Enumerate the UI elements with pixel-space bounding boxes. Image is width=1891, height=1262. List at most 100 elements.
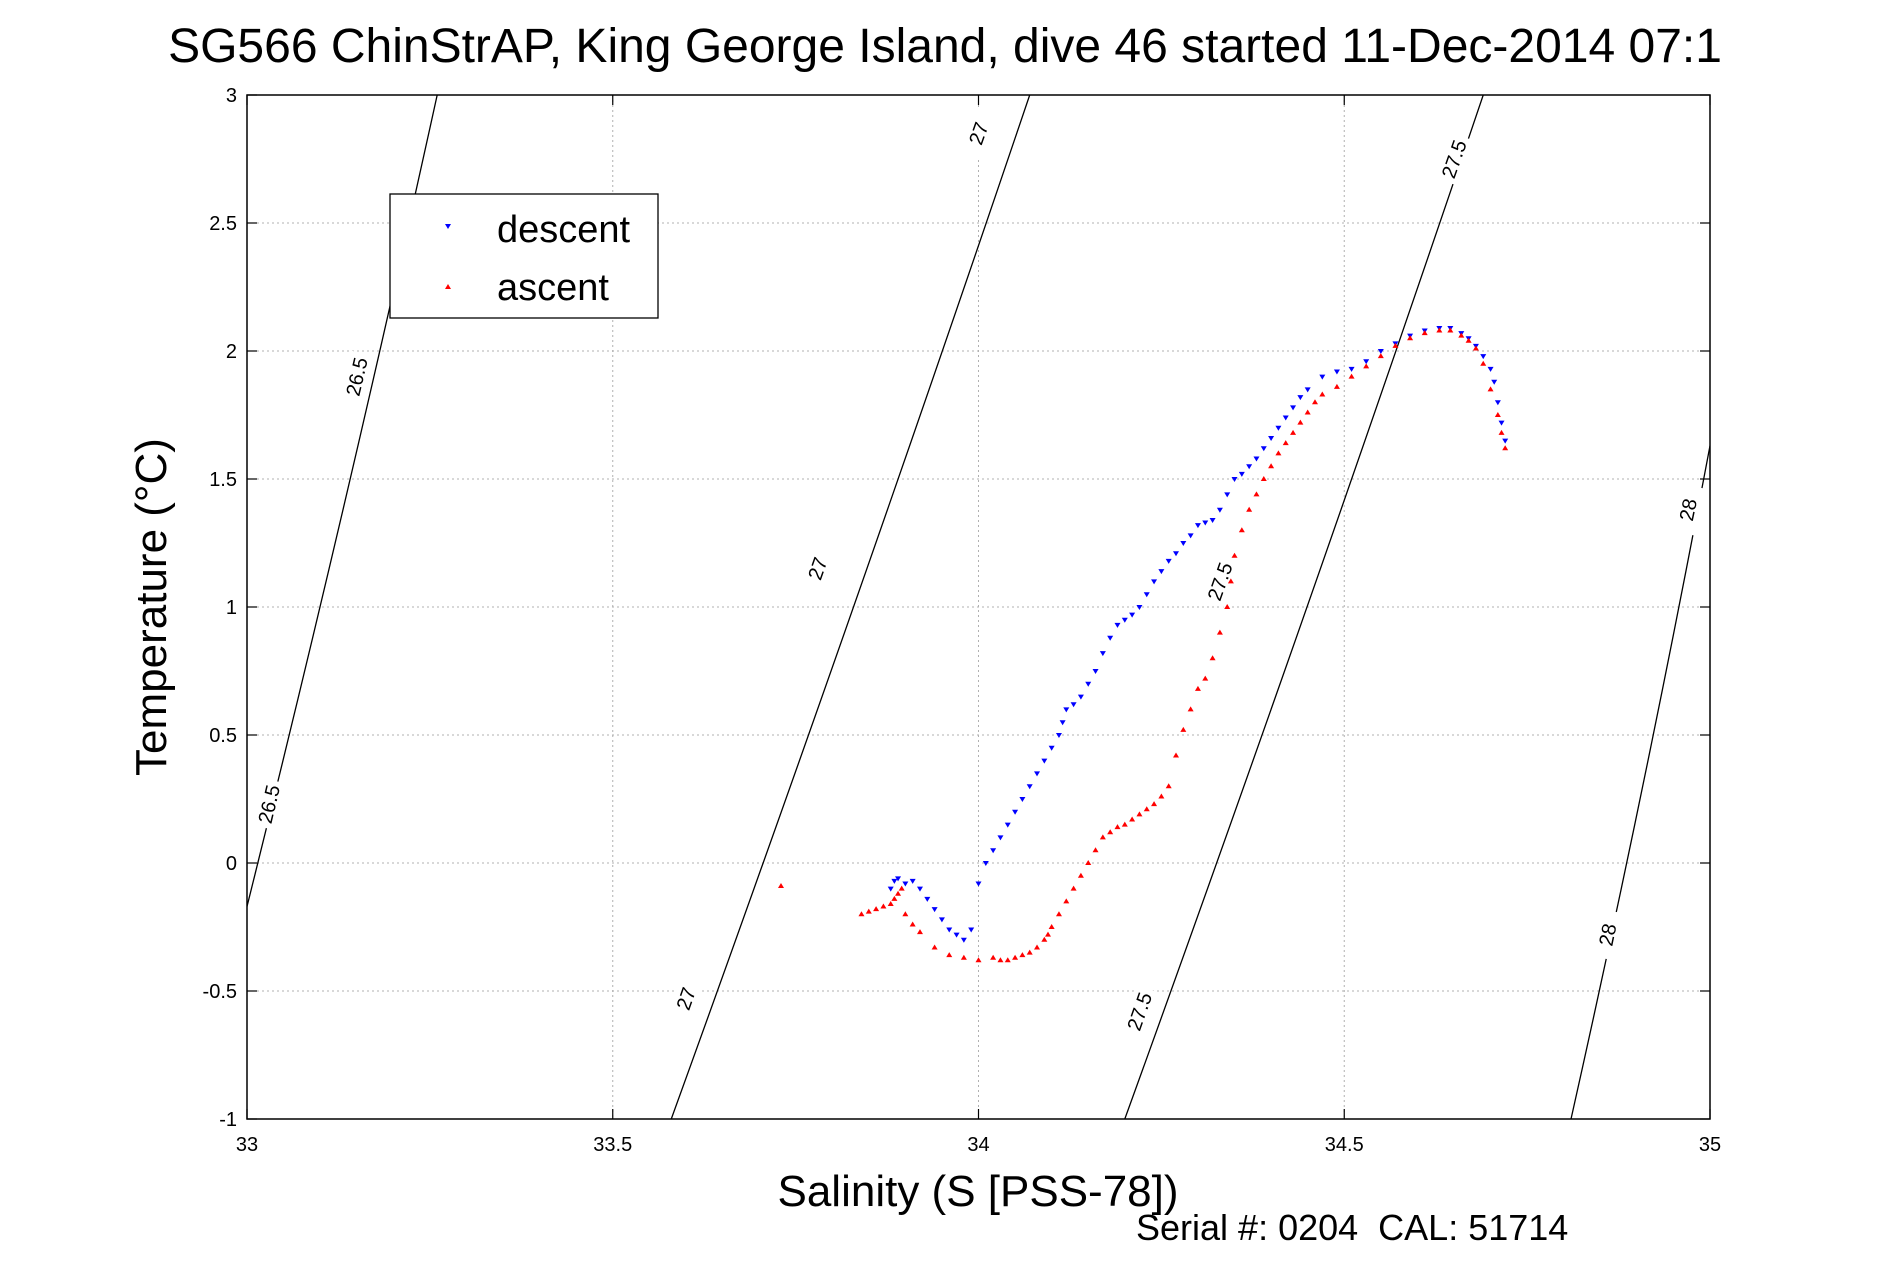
ascent-point bbox=[1129, 816, 1136, 822]
ascent-point bbox=[1034, 944, 1041, 950]
ascent-point bbox=[1311, 399, 1318, 405]
contour-line-28 bbox=[1570, 445, 1710, 1119]
legend: descent ascent bbox=[389, 193, 659, 319]
descent-point bbox=[924, 896, 931, 902]
descent-point bbox=[1151, 579, 1158, 585]
contour-line-27 bbox=[670, 95, 1031, 1119]
contour-label-bg bbox=[1590, 908, 1625, 961]
ascent-point bbox=[1290, 429, 1297, 435]
ascent-point bbox=[975, 957, 982, 963]
x-tick-label: 35 bbox=[1699, 1134, 1721, 1156]
ascent-point bbox=[1392, 342, 1399, 348]
contour-label-bg bbox=[798, 541, 837, 596]
ascent-point bbox=[1041, 936, 1048, 942]
ascent-point bbox=[1107, 829, 1114, 835]
ascent-point bbox=[1407, 335, 1414, 341]
ascent-point bbox=[1231, 552, 1238, 558]
descent-point bbox=[1487, 366, 1494, 372]
descent-point bbox=[1268, 436, 1275, 442]
descent-point bbox=[1202, 520, 1209, 526]
descent-point bbox=[1304, 387, 1311, 393]
descent-point bbox=[1231, 477, 1238, 482]
y-tick-label: 0 bbox=[226, 853, 237, 875]
descent-point bbox=[938, 917, 945, 923]
descent-point bbox=[887, 886, 894, 892]
contour-label-bg bbox=[251, 778, 287, 831]
ascent-point bbox=[931, 944, 938, 950]
y-tick-label: -1 bbox=[219, 1109, 237, 1131]
ascent-point bbox=[1348, 373, 1355, 379]
descent-point bbox=[1136, 605, 1143, 610]
descent-point bbox=[1121, 617, 1128, 623]
ascent-point bbox=[997, 957, 1004, 963]
descent-point bbox=[1491, 379, 1498, 385]
descent-point bbox=[1363, 359, 1370, 365]
ascent-point bbox=[1151, 801, 1158, 807]
ascent-point bbox=[1026, 949, 1033, 955]
ascent-point bbox=[990, 954, 997, 960]
descent-point bbox=[1333, 369, 1340, 375]
descent-point bbox=[1194, 523, 1201, 529]
descent-point bbox=[1238, 471, 1245, 477]
descent-point bbox=[1216, 507, 1223, 513]
ascent-point bbox=[1136, 811, 1143, 817]
x-tick-label: 33.5 bbox=[593, 1134, 632, 1156]
descent-point bbox=[1290, 405, 1297, 411]
legend-ascent-label: ascent bbox=[497, 267, 609, 309]
contour-label-bg bbox=[959, 106, 998, 161]
descent-point bbox=[1246, 464, 1253, 470]
ascent-point bbox=[891, 895, 898, 901]
descent-point bbox=[1260, 446, 1267, 452]
ascent-point bbox=[865, 908, 872, 914]
descent-point bbox=[1114, 622, 1121, 628]
ascent-point bbox=[1260, 476, 1267, 481]
ascent-point bbox=[1458, 332, 1465, 338]
chart-title: SG566 ChinStrAP, King George Island, div… bbox=[168, 20, 1722, 73]
descent-point bbox=[1004, 822, 1011, 828]
ascent-point bbox=[1085, 860, 1092, 865]
descent-point bbox=[891, 878, 898, 884]
footer-serial-cal: Serial #: 0204 CAL: 51714 bbox=[1136, 1207, 1568, 1248]
ascent-point bbox=[1209, 655, 1216, 661]
ascent-point bbox=[1498, 429, 1505, 435]
ascent-point bbox=[902, 911, 909, 917]
descent-point bbox=[960, 937, 967, 943]
descent-point bbox=[1173, 551, 1180, 557]
legend-box bbox=[389, 193, 659, 319]
y-tick-label: 2 bbox=[226, 341, 237, 363]
ascent-point bbox=[1465, 337, 1472, 343]
ascent-point bbox=[1333, 383, 1340, 389]
descent-point bbox=[895, 876, 902, 882]
descent-point bbox=[982, 861, 989, 866]
ascent-point bbox=[1487, 386, 1494, 392]
ascent-point bbox=[909, 921, 916, 927]
legend-descent-marker bbox=[445, 224, 451, 229]
descent-point bbox=[975, 881, 982, 887]
ascent-point bbox=[1121, 821, 1128, 827]
descent-point bbox=[1209, 517, 1216, 523]
ascent-point bbox=[1012, 954, 1019, 960]
descent-point bbox=[1129, 612, 1136, 618]
descent-point bbox=[1143, 592, 1150, 598]
descent-point bbox=[902, 881, 909, 887]
descent-point bbox=[1107, 635, 1114, 641]
contour-label-bg bbox=[666, 972, 706, 1026]
descent-point bbox=[1077, 694, 1084, 700]
ascent-point bbox=[1092, 847, 1099, 853]
descent-point bbox=[931, 907, 938, 913]
ascent-point bbox=[1253, 491, 1260, 497]
descent-point bbox=[1282, 415, 1289, 421]
descent-point bbox=[1158, 569, 1165, 575]
ascent-point bbox=[1494, 412, 1501, 417]
ascent-point bbox=[1297, 419, 1304, 425]
ascent-point bbox=[1377, 353, 1384, 359]
ascent-point bbox=[1319, 391, 1326, 397]
ascent-point bbox=[1194, 685, 1201, 691]
x-axis-label: Salinity (S [PSS-78]) bbox=[777, 1167, 1178, 1216]
descent-point bbox=[1297, 395, 1304, 401]
contour-line-27.5 bbox=[1124, 95, 1484, 1119]
ascent-point bbox=[1044, 931, 1051, 937]
descent-point bbox=[1494, 400, 1501, 406]
ascent-point bbox=[1173, 752, 1180, 758]
